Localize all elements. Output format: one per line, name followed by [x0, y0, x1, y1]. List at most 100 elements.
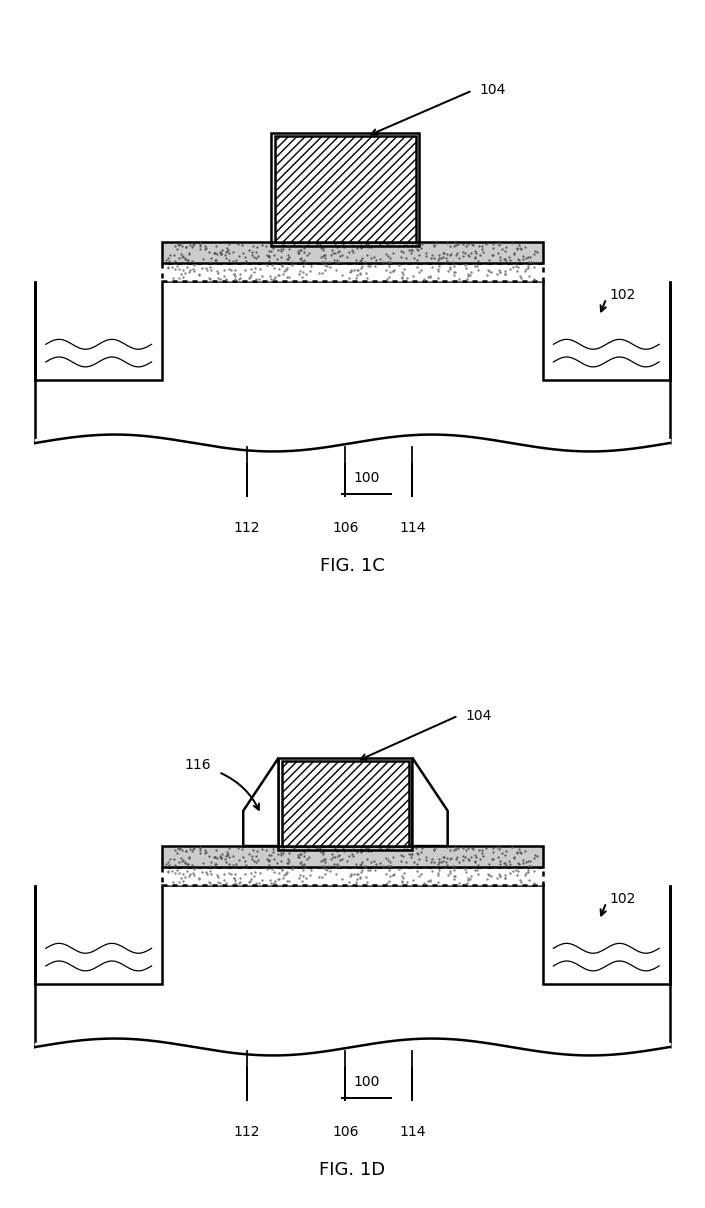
- Point: [169, 237, 180, 256]
- Point: [169, 841, 180, 860]
- Point: [317, 850, 329, 870]
- Point: [329, 243, 341, 262]
- Point: [448, 866, 460, 885]
- Point: [228, 242, 239, 261]
- Point: [425, 248, 436, 267]
- Point: [416, 864, 427, 883]
- Point: [432, 854, 443, 873]
- Point: [487, 239, 498, 259]
- Point: [297, 855, 308, 875]
- Point: [220, 248, 231, 267]
- Point: [369, 860, 381, 879]
- Point: [187, 855, 198, 875]
- Point: [451, 244, 462, 263]
- Point: [529, 257, 540, 277]
- Point: [362, 268, 373, 288]
- Point: [264, 852, 275, 871]
- Point: [387, 837, 398, 856]
- Point: [355, 855, 367, 875]
- Point: [278, 265, 289, 284]
- Point: [470, 852, 481, 871]
- Point: [245, 259, 257, 278]
- Point: [352, 238, 363, 257]
- Point: [395, 852, 406, 871]
- Point: [356, 852, 367, 871]
- Point: [262, 850, 274, 870]
- Point: [244, 844, 255, 864]
- Point: [266, 256, 278, 275]
- Point: [244, 240, 255, 260]
- Point: [434, 860, 445, 879]
- Point: [472, 855, 484, 875]
- Point: [343, 243, 355, 262]
- Point: [223, 864, 235, 883]
- Point: [402, 234, 413, 254]
- Point: [210, 236, 221, 255]
- Point: [462, 245, 473, 265]
- Point: [411, 854, 422, 873]
- Point: [293, 242, 304, 261]
- Text: 100: 100: [353, 471, 380, 486]
- Point: [521, 260, 532, 279]
- Point: [265, 242, 276, 261]
- Point: [228, 869, 240, 888]
- Point: [356, 237, 367, 256]
- Point: [240, 850, 251, 870]
- Point: [424, 870, 436, 889]
- Point: [248, 248, 259, 267]
- Point: [494, 262, 505, 281]
- Point: [513, 250, 525, 269]
- Point: [375, 234, 386, 254]
- Point: [484, 854, 495, 873]
- Point: [179, 867, 190, 887]
- Point: [487, 843, 498, 863]
- Point: [212, 261, 223, 280]
- Point: [453, 873, 465, 893]
- Point: [177, 260, 188, 279]
- Point: [360, 263, 372, 283]
- Point: [276, 859, 288, 878]
- Point: [369, 256, 381, 275]
- Point: [277, 843, 288, 863]
- Point: [183, 250, 194, 269]
- Point: [221, 242, 233, 261]
- Point: [219, 864, 230, 883]
- Point: [230, 871, 241, 890]
- Point: [221, 846, 233, 865]
- Point: [195, 233, 206, 252]
- Point: [329, 234, 341, 254]
- Point: [199, 843, 210, 863]
- Point: [176, 850, 188, 870]
- Point: [450, 245, 462, 265]
- Point: [286, 860, 298, 879]
- Point: [480, 234, 491, 254]
- Point: [400, 249, 412, 268]
- Point: [331, 841, 343, 860]
- Point: [355, 869, 366, 888]
- Point: [348, 233, 359, 252]
- Point: [426, 245, 437, 265]
- Point: [499, 869, 510, 888]
- Point: [517, 246, 528, 266]
- Point: [205, 248, 216, 267]
- Point: [281, 853, 293, 872]
- Point: [458, 234, 469, 254]
- Point: [223, 260, 235, 279]
- Point: [505, 863, 516, 882]
- Point: [324, 856, 335, 876]
- Point: [201, 261, 212, 280]
- Point: [444, 257, 455, 277]
- Point: [512, 853, 523, 872]
- Point: [300, 265, 312, 284]
- Point: [529, 242, 541, 261]
- Point: [477, 847, 489, 866]
- Point: [434, 852, 445, 871]
- Point: [501, 841, 512, 860]
- Point: [240, 251, 252, 271]
- Point: [406, 840, 417, 859]
- Point: [250, 863, 261, 882]
- Point: [345, 261, 356, 280]
- Point: [197, 863, 208, 882]
- Point: [500, 265, 511, 284]
- Point: [276, 843, 287, 863]
